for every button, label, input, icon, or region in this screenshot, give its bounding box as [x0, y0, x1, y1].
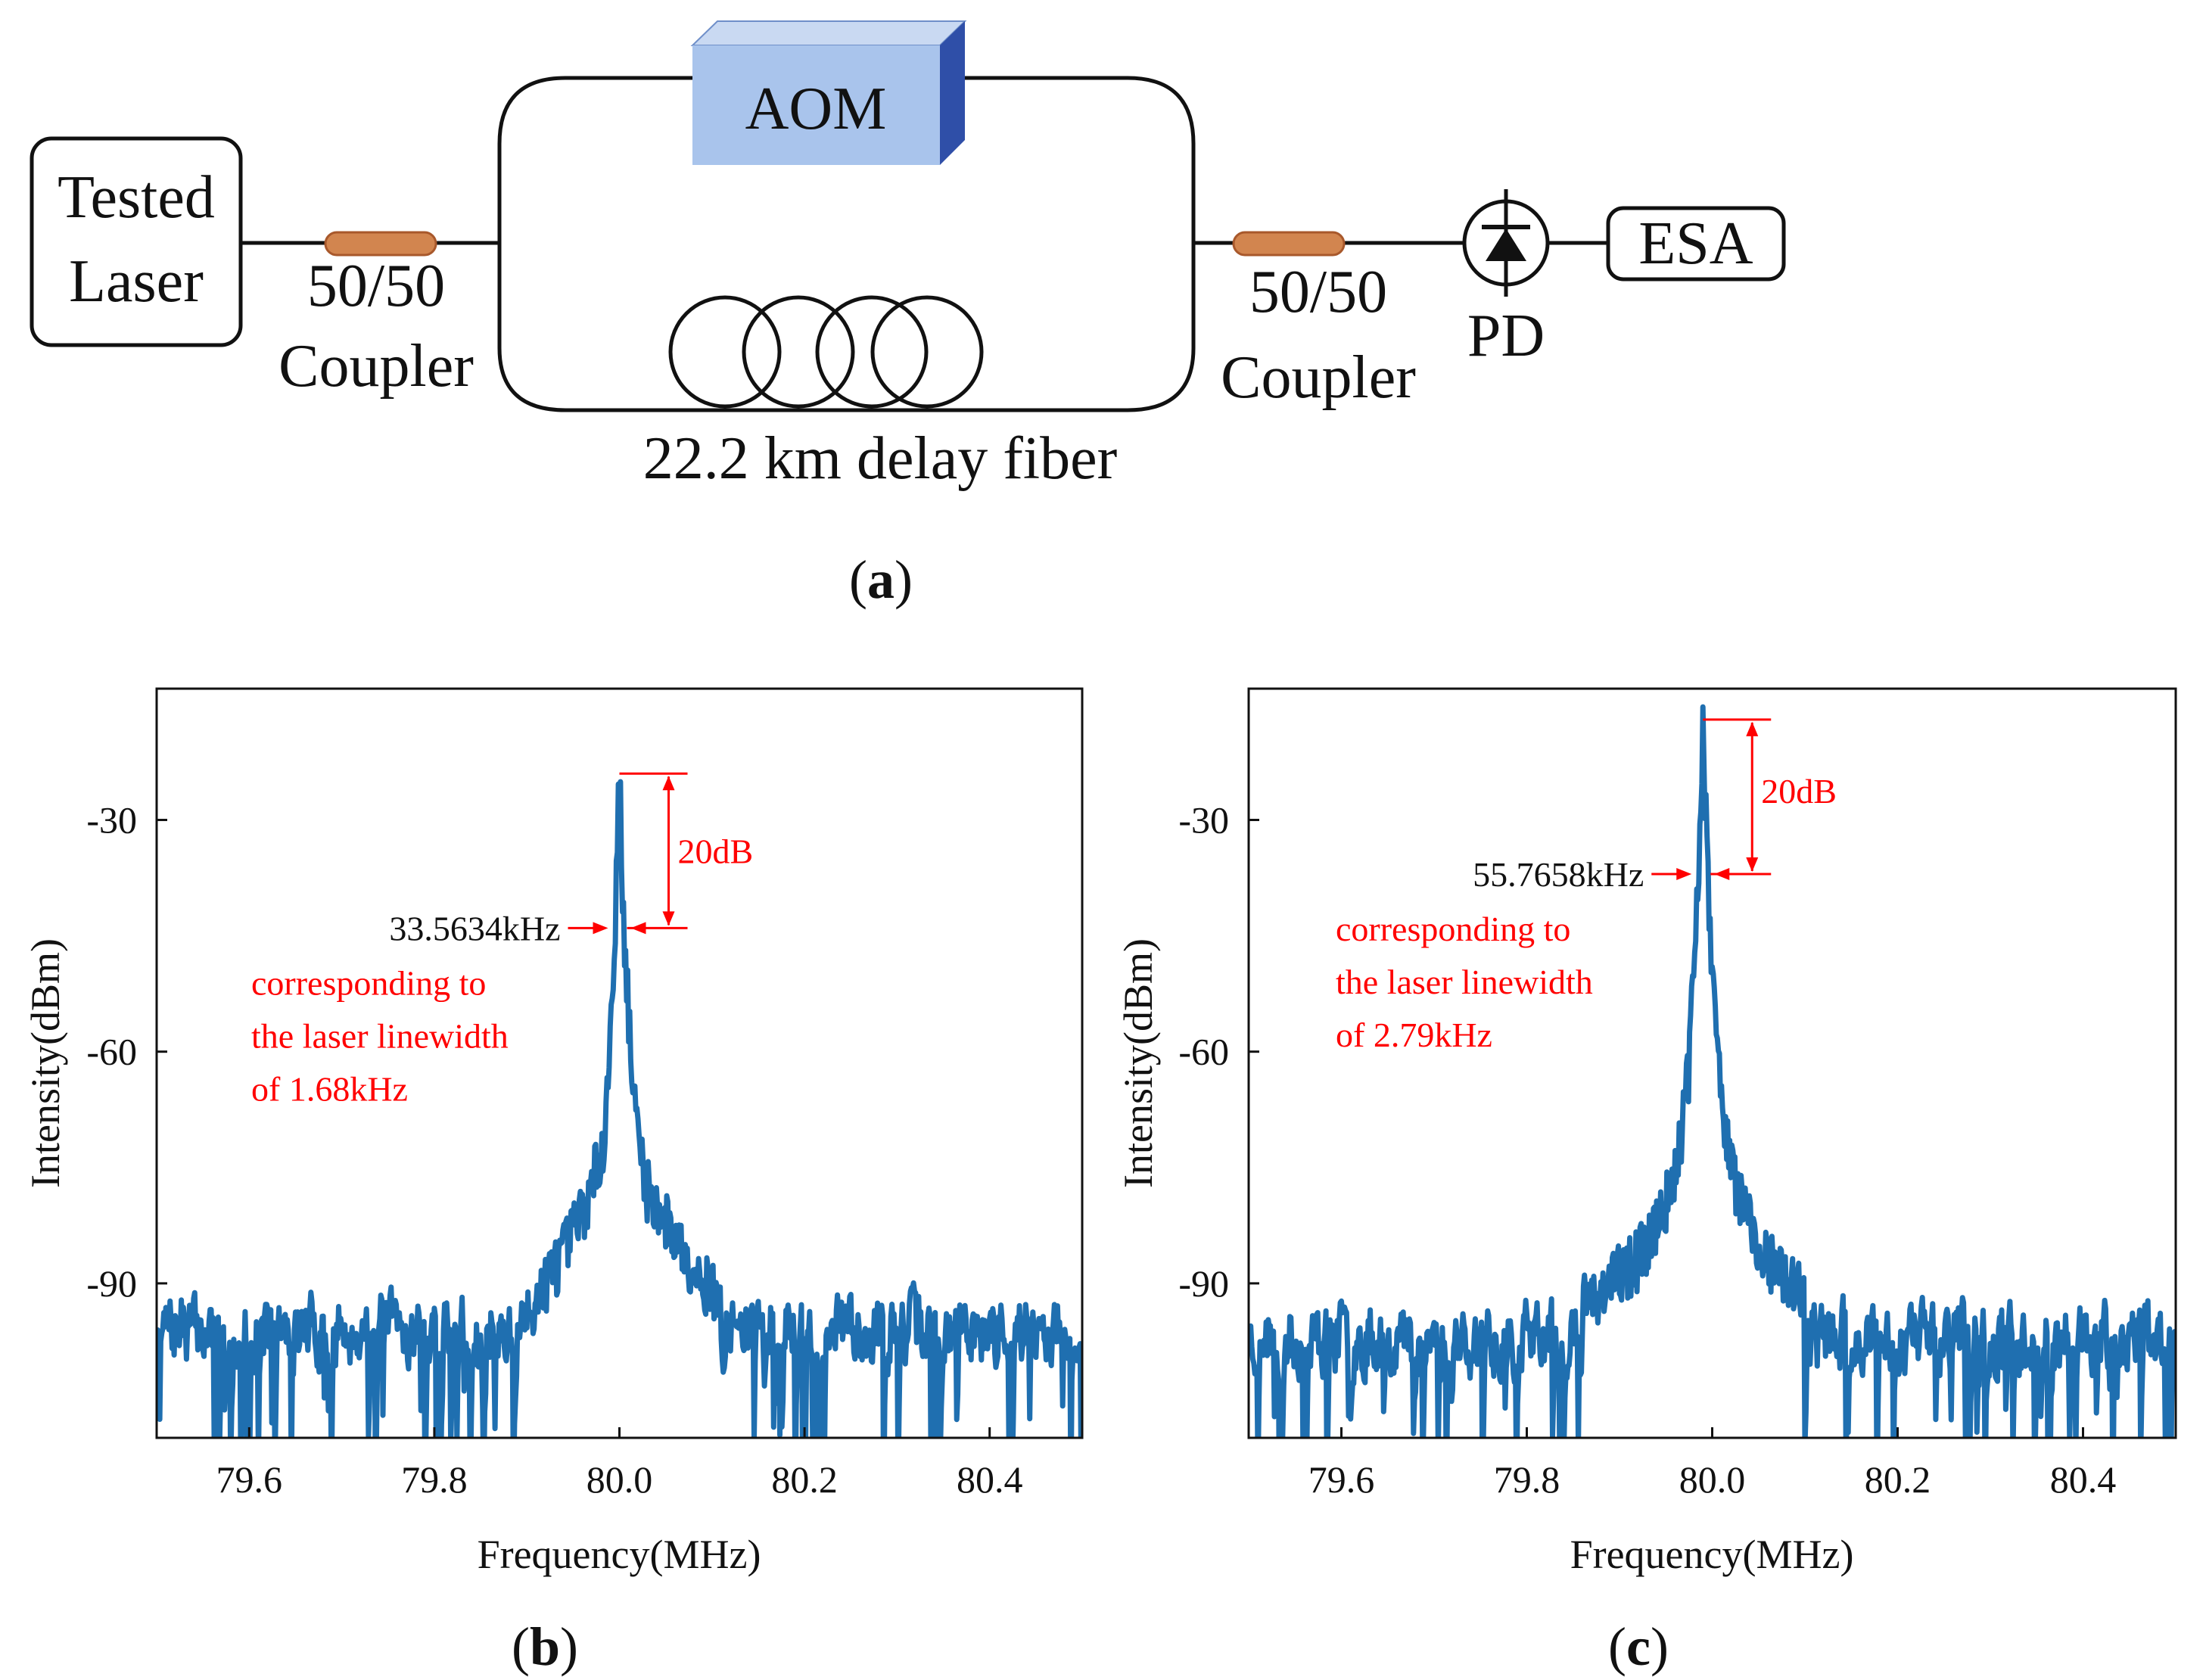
- chart-b-xtick-label: 80.0: [587, 1458, 653, 1501]
- aom-front-face: [692, 45, 940, 165]
- laser-label-line1: Tested: [58, 164, 215, 231]
- chart-b-trace-layer: [157, 779, 1082, 1438]
- pd-label: PD: [1467, 303, 1545, 369]
- aom-block: AOM: [690, 20, 967, 165]
- panel-label-a: (a): [849, 549, 913, 610]
- chart-b-series-line: [157, 779, 1082, 1438]
- chart-c-drop-arrow-up: [1746, 721, 1759, 736]
- chart-b-ticks: 79.6 79.8 80.0 80.2 80.4 -30 -60 -90: [86, 799, 1022, 1501]
- setup-diagram: Tested Laser 50/50 Coupler AOM 22.2 km d…: [30, 20, 1786, 610]
- chart-b-bw-arrow-right-head: [630, 922, 646, 935]
- output-coupler-icon: [1232, 231, 1346, 257]
- chart-c-drop-label: 20dB: [1761, 772, 1837, 810]
- chart-c-xlabel: Frequency(MHz): [1570, 1532, 1854, 1577]
- chart-b-xtick-label: 80.2: [771, 1458, 838, 1501]
- tested-laser-box: [30, 136, 243, 347]
- chart-c-xtick-label: 79.8: [1494, 1458, 1560, 1501]
- chart-b-note-line2: the laser linewidth: [251, 1016, 509, 1055]
- chart-c-xtick-label: 80.2: [1865, 1458, 1931, 1501]
- panel-label-c: (c): [1608, 1616, 1669, 1677]
- chart-c-ylabel: Intensity(dBm): [1115, 938, 1161, 1188]
- chart-b-ylabel: Intensity(dBm): [23, 938, 68, 1188]
- chart-c-note-line3: of 2.79kHz: [1336, 1016, 1492, 1054]
- chart-b-bandwidth-label: 33.5634kHz: [389, 909, 560, 947]
- chart-c-bandwidth-label: 55.7658kHz: [1473, 855, 1644, 894]
- chart-c-bw-arrow-left-head: [1676, 867, 1692, 880]
- esa-label: ESA: [1638, 210, 1753, 277]
- chart-c-ticks: 79.6 79.8 80.0 80.2 80.4 -30 -60 -90: [1178, 799, 2116, 1501]
- chart-b-xlabel: Frequency(MHz): [478, 1532, 761, 1577]
- fiber-upper-right-arm: [965, 76, 1196, 243]
- panel-label-b: (b): [512, 1616, 578, 1677]
- chart-b-note-line1: corresponding to: [251, 963, 486, 1002]
- chart-c-annotations: 55.7658kHz 20dB corresponding to the las…: [1336, 718, 1837, 1054]
- chart-c-xtick-label: 80.0: [1679, 1458, 1746, 1501]
- fiber-spool-icon: [668, 295, 984, 409]
- chart-b-xtick-label: 79.8: [401, 1458, 468, 1501]
- chart-c-note-line2: the laser linewidth: [1336, 963, 1593, 1001]
- esa-box: [1606, 206, 1786, 282]
- chart-b-xtick-label: 80.4: [957, 1458, 1023, 1501]
- photodiode-icon: [1462, 189, 1550, 297]
- chart-b: 79.6 79.8 80.0 80.2 80.4 -30 -60 -90 Frequency(…: [23, 687, 1084, 1677]
- chart-b-ytick-label: -30: [86, 799, 137, 842]
- input-coupler-icon: [324, 231, 437, 257]
- aom-side-face: [940, 21, 965, 165]
- chart-c-note-line1: corresponding to: [1336, 910, 1570, 948]
- chart-c-drop-arrow-down: [1746, 857, 1759, 872]
- chart-b-bw-arrow-left-head: [593, 922, 608, 935]
- chart-c-ytick-label: -30: [1178, 799, 1229, 842]
- input-coupler-ratio: 50/50: [307, 253, 445, 319]
- chart-c-series-line: [1249, 704, 2176, 1438]
- laser-label-line2: Laser: [69, 248, 204, 315]
- aom-label: AOM: [745, 76, 887, 142]
- delay-fiber-label: 22.2 km delay fiber: [643, 425, 1117, 492]
- aom-top-face: [690, 20, 967, 46]
- chart-b-ytick-label: -90: [86, 1262, 137, 1305]
- output-coupler-ratio: 50/50: [1249, 259, 1387, 325]
- chart-c-bw-arrow-right-head: [1714, 867, 1730, 880]
- chart-c-xtick-label: 80.4: [2050, 1458, 2117, 1501]
- chart-b-drop-arrow-up: [662, 776, 675, 791]
- chart-b-drop-label: 20dB: [678, 832, 754, 870]
- output-coupler-name: Coupler: [1221, 344, 1416, 411]
- chart-c-trace-layer: [1249, 704, 2176, 1438]
- input-coupler-name: Coupler: [278, 333, 474, 400]
- chart-b-ytick-label: -60: [86, 1031, 137, 1073]
- chart-b-annotations: 33.5634kHz 20dB corresponding to the las…: [251, 772, 754, 1108]
- chart-c-ytick-label: -90: [1178, 1262, 1229, 1305]
- chart-b-drop-arrow-down: [662, 911, 675, 926]
- chart-c-ytick-label: -60: [1178, 1031, 1229, 1073]
- fiber-upper-left-arm: [497, 76, 692, 243]
- fiber-lower-arm: [497, 243, 1196, 412]
- chart-b-note-line3: of 1.68kHz: [251, 1069, 408, 1108]
- chart-b-xtick-label: 79.6: [216, 1458, 283, 1501]
- chart-c-xtick-label: 79.6: [1308, 1458, 1375, 1501]
- chart-c: 79.6 79.8 80.0 80.2 80.4 -30 -60 -90 Frequency(…: [1115, 687, 2177, 1677]
